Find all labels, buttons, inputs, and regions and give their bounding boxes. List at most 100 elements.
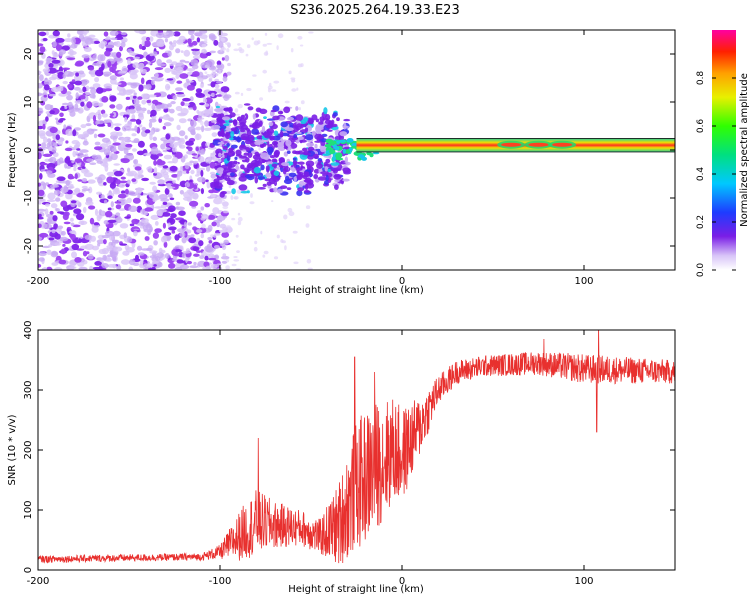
heatmap-cell [240, 164, 245, 170]
heatmap-cell [126, 179, 131, 185]
heatmap-cell [303, 171, 310, 178]
heatmap-cell [160, 103, 169, 110]
heatmap-cell [197, 117, 205, 120]
heatmap-cell [199, 30, 208, 34]
heatmap-cell [120, 158, 130, 164]
heatmap-cell [41, 198, 46, 203]
heatmap-cell [207, 214, 216, 220]
heatmap-cell [141, 126, 147, 132]
heatmap-cell [38, 251, 47, 257]
spectrogram-ytick-label: -10 [23, 190, 34, 206]
heatmap-cell [178, 210, 186, 216]
heatmap-cell [178, 118, 187, 124]
heatmap-cell [273, 170, 280, 177]
heatmap-cell [150, 214, 160, 220]
heatmap-cell [55, 139, 62, 142]
heatmap-cell [64, 70, 68, 76]
heatmap-cell [66, 165, 71, 169]
heatmap-cell [74, 103, 79, 110]
snr-xlabel: Height of straight line (km) [288, 584, 424, 595]
heatmap-cell [92, 62, 99, 66]
heatmap-cell [262, 69, 268, 74]
heatmap-cell [203, 103, 210, 107]
spectrogram-xlabel: Height of straight line (km) [288, 285, 424, 296]
heatmap-cell [49, 231, 59, 238]
heatmap-cell [228, 137, 234, 141]
heatmap-cell [197, 111, 204, 116]
heatmap-cell [71, 160, 75, 164]
heatmap-cell [67, 33, 71, 38]
heatmap-cell [287, 145, 292, 151]
heatmap-cell [134, 30, 144, 34]
heatmap-cell [277, 188, 283, 194]
heatmap-cell [120, 41, 126, 48]
heatmap-cell [154, 221, 159, 226]
heatmap-cell [125, 96, 131, 100]
heatmap-cell [201, 125, 205, 133]
heatmap-cell [175, 206, 185, 211]
heatmap-cell [240, 114, 245, 119]
heatmap-cell [149, 181, 156, 185]
heatmap-cell [90, 73, 96, 77]
heatmap-cell [338, 162, 346, 165]
heatmap-cell [167, 50, 172, 57]
heatmap-cell [206, 181, 211, 189]
heatmap-cell [220, 86, 230, 93]
heatmap-cell [195, 174, 200, 177]
heatmap-cell [236, 189, 243, 194]
heatmap-cell [74, 187, 81, 194]
heatmap-cell [263, 116, 267, 119]
heatmap-cell [183, 221, 188, 228]
heatmap-cell [316, 162, 323, 169]
heatmap-cell [190, 131, 196, 136]
heatmap-cell [174, 267, 183, 270]
heatmap-cell [118, 208, 126, 212]
heatmap-cell [293, 175, 298, 182]
snr-ytick-label: 300 [23, 380, 34, 399]
heatmap-cell [93, 133, 98, 139]
heatmap-cell [210, 263, 218, 269]
heatmap-cell [268, 82, 272, 87]
heatmap-cell [262, 254, 266, 258]
heatmap-cell [118, 182, 126, 189]
heatmap-cell [53, 189, 61, 196]
heatmap-cell [302, 152, 311, 156]
heatmap-cell [132, 56, 141, 60]
heatmap-cell [70, 233, 76, 241]
heatmap-cell [198, 240, 204, 247]
heatmap-cell [55, 208, 60, 212]
heatmap-cell [233, 48, 240, 52]
heatmap-cell [339, 131, 348, 137]
heatmap-cell [120, 259, 130, 265]
heatmap-cell [38, 263, 42, 268]
heatmap-cell [169, 213, 177, 219]
heatmap-cell [163, 232, 172, 236]
heatmap-cell [218, 69, 221, 75]
heatmap-cell [67, 226, 72, 230]
heatmap-cell [227, 150, 235, 157]
heatmap-cell [241, 136, 248, 141]
heatmap-cell [100, 109, 106, 115]
heatmap-cell [217, 49, 225, 55]
heatmap-cell [164, 38, 168, 43]
heatmap-cell [136, 150, 145, 156]
heatmap-cell [244, 113, 249, 120]
heatmap-cell [135, 106, 142, 112]
heatmap-cell [96, 123, 106, 127]
heatmap-cell [230, 195, 234, 200]
heatmap-cell [238, 127, 246, 131]
heatmap-cell [98, 67, 104, 72]
heatmap-cell [164, 67, 171, 73]
heatmap-cell [225, 259, 230, 263]
heatmap-cell [204, 97, 213, 104]
heatmap-cell [114, 240, 119, 244]
heatmap-cell [249, 173, 257, 177]
heatmap-cell [101, 96, 109, 103]
heatmap-cell [144, 207, 154, 212]
heatmap-cell [77, 152, 84, 156]
heatmap-cell [208, 189, 215, 194]
heatmap-cell [46, 199, 56, 202]
heatmap-cell [149, 118, 157, 123]
heatmap-cell [115, 187, 119, 194]
snr-xtick-label: 0 [399, 576, 405, 587]
